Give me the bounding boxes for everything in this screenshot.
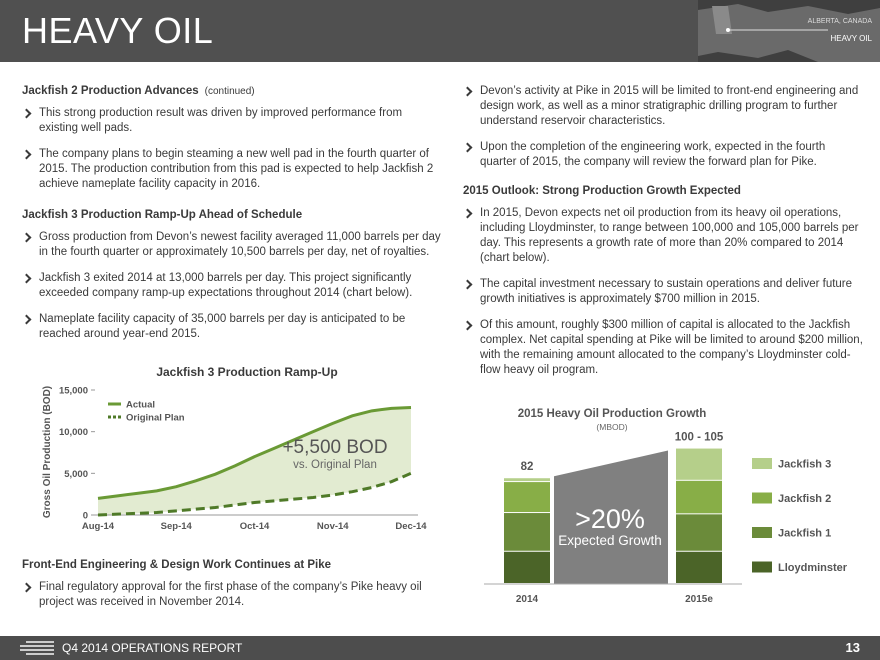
bar-segment <box>676 480 722 514</box>
y-tick-label: 5,000 <box>64 469 88 480</box>
heading-text: Jackfish 2 Production Advances <box>22 85 199 97</box>
y-axis-label: Gross Oil Production (BOD) <box>42 386 53 518</box>
legend-label: Actual <box>126 400 155 411</box>
map-pin <box>726 28 730 32</box>
legend-swatch <box>752 492 772 504</box>
bullet-text: Gross production from Devon’s newest fac… <box>39 231 441 258</box>
series-line <box>97 406 412 500</box>
legend-swatch <box>752 561 772 573</box>
annotation: +5,500 BOD <box>282 437 387 458</box>
left-column-bottom: Front-End Engineering & Design Work Cont… <box>21 558 442 621</box>
bullet-text: Devon’s activity at Pike in 2015 will be… <box>480 85 859 127</box>
bullet-text: The capital investment necessary to sust… <box>480 278 853 305</box>
bar-segment <box>504 513 550 551</box>
bullet: The capital investment necessary to sust… <box>462 277 863 307</box>
bullet: This strong production result was driven… <box>21 106 442 136</box>
growth-arrow <box>554 450 668 584</box>
footer-report: Q4 2014 OPERATIONS REPORT <box>62 641 243 655</box>
bullet: In 2015, Devon expects net oil productio… <box>462 206 863 266</box>
bullet-text: Nameplate facility capacity of 35,000 ba… <box>39 313 406 340</box>
bar-segment <box>676 514 722 551</box>
bar-segment <box>504 478 550 482</box>
bullet: Upon the completion of the engineering w… <box>462 140 863 170</box>
footer-logo <box>20 641 54 655</box>
chart-title: Jackfish 3 Production Ramp-Up <box>156 365 337 379</box>
section-heading: 2015 Outlook: Strong Production Growth E… <box>463 185 741 197</box>
legend-label: Jackfish 1 <box>778 528 831 540</box>
bar-segment <box>504 482 550 513</box>
legend-swatch <box>752 527 772 538</box>
section-heading: Front-End Engineering & Design Work Cont… <box>22 559 332 571</box>
x-tick-label: Dec-14 <box>395 521 427 532</box>
y-tick-label: 15,000 <box>59 386 88 397</box>
map-alberta <box>712 6 732 34</box>
legend-swatch <box>752 458 772 469</box>
x-tick-label: Oct-14 <box>240 521 270 532</box>
legend-label: Jackfish 2 <box>778 493 831 505</box>
total-label: 82 <box>521 461 534 473</box>
bullet: Devon’s activity at Pike in 2015 will be… <box>462 84 863 129</box>
footer-band <box>0 636 880 660</box>
bullet: Final regulatory approval for the first … <box>21 580 442 610</box>
bullet-text: This strong production result was driven… <box>39 107 403 134</box>
series-line <box>97 471 412 517</box>
map-label: HEAVY OIL <box>831 34 873 43</box>
bullet-text: Of this amount, roughly $300 million of … <box>480 319 863 376</box>
growth-sub: Expected Growth <box>558 533 662 548</box>
bullet-text: Jackfish 3 exited 2014 at 13,000 barrels… <box>39 272 413 299</box>
bullet-text: Upon the completion of the engineering w… <box>480 141 826 168</box>
bullet-text: In 2015, Devon expects net oil productio… <box>480 207 859 264</box>
bullet: Jackfish 3 exited 2014 at 13,000 barrels… <box>21 271 442 301</box>
right-column: Devon’s activity at Pike in 2015 will be… <box>462 84 863 389</box>
annotation-sub: vs. Original Plan <box>293 459 377 471</box>
x-tick-label: 2015e <box>685 594 713 605</box>
bullet: Nameplate facility capacity of 35,000 ba… <box>21 312 442 342</box>
bullet-text: The company plans to begin steaming a ne… <box>39 148 434 190</box>
x-tick-label: Aug-14 <box>82 521 115 532</box>
left-column: Jackfish 2 Production Advances (continued… <box>21 84 442 353</box>
chart-subtitle: (MBOD) <box>596 422 627 432</box>
section-heading: Jackfish 3 Production Ramp-Up Ahead of S… <box>22 209 303 221</box>
page-title: HEAVY OIL <box>22 10 214 51</box>
x-tick-label: 2014 <box>516 594 539 605</box>
bar-segment <box>676 551 722 583</box>
bullet: The company plans to begin steaming a ne… <box>21 147 442 192</box>
bar-segment <box>504 551 550 583</box>
heading-note: (continued) <box>204 86 255 97</box>
chart-title: 2015 Heavy Oil Production Growth <box>518 408 707 420</box>
bar-segment <box>676 448 722 480</box>
y-tick-label: 0 <box>83 511 88 522</box>
growth-label: >20% <box>575 504 645 534</box>
bullet: Gross production from Devon’s newest fac… <box>21 230 442 260</box>
x-tick-label: Nov-14 <box>317 521 349 532</box>
bullet-text: Final regulatory approval for the first … <box>39 581 422 608</box>
map-land <box>698 4 880 62</box>
legend-label: Original Plan <box>126 413 185 424</box>
total-label: 100 - 105 <box>675 432 724 444</box>
map: ALBERTA, CANADA HEAVY OIL <box>698 0 880 62</box>
legend-label: Lloydminster <box>778 562 848 574</box>
bullet: Of this amount, roughly $300 million of … <box>462 318 863 378</box>
x-tick-label: Sep-14 <box>161 521 193 532</box>
map-label: ALBERTA, CANADA <box>808 18 873 25</box>
y-tick-label: 10,000 <box>59 427 88 438</box>
legend-label: Jackfish 3 <box>778 459 831 471</box>
section-heading: Jackfish 2 Production Advances (continued… <box>22 84 442 99</box>
page-number: 13 <box>845 640 860 655</box>
